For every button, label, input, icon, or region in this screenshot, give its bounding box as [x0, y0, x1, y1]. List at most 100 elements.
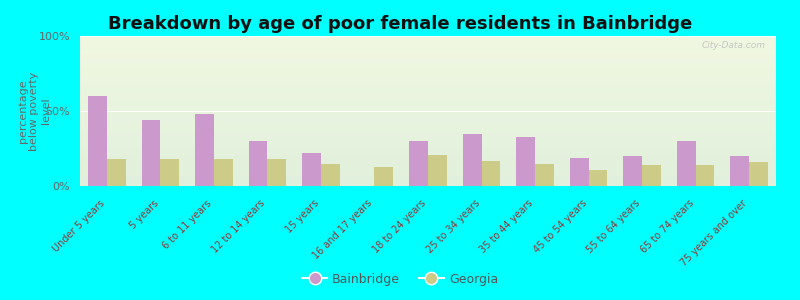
Bar — [462, 134, 482, 186]
Bar — [80, 112, 776, 114]
Bar — [142, 120, 160, 186]
Bar — [80, 99, 776, 100]
Bar — [410, 141, 428, 186]
Bar — [80, 118, 776, 120]
Text: 45 to 54 years: 45 to 54 years — [531, 198, 589, 255]
Bar — [80, 144, 776, 146]
Bar — [80, 116, 776, 117]
Bar — [80, 156, 776, 158]
Bar — [80, 68, 776, 69]
Bar — [80, 162, 776, 164]
Bar — [80, 90, 776, 92]
Bar — [80, 174, 776, 176]
Bar — [80, 63, 776, 64]
Bar — [80, 154, 776, 156]
Bar — [80, 122, 776, 123]
Bar — [80, 105, 776, 106]
Bar — [80, 159, 776, 160]
Bar — [80, 61, 776, 63]
Bar — [80, 148, 776, 150]
Bar — [535, 164, 554, 186]
Bar — [80, 36, 776, 38]
Bar — [570, 158, 589, 186]
Bar — [696, 165, 714, 186]
Bar — [80, 130, 776, 132]
Bar — [267, 159, 286, 186]
Bar — [80, 152, 776, 153]
Bar — [80, 93, 776, 94]
Bar — [80, 150, 776, 152]
Bar — [80, 169, 776, 171]
Bar — [80, 164, 776, 165]
Bar — [80, 66, 776, 68]
Bar — [80, 80, 776, 81]
Bar — [80, 135, 776, 136]
Text: 75 years and over: 75 years and over — [679, 198, 750, 268]
Bar — [80, 124, 776, 126]
Bar — [80, 103, 776, 105]
Bar — [80, 108, 776, 110]
Bar — [80, 84, 776, 86]
Text: 25 to 34 years: 25 to 34 years — [425, 198, 482, 255]
Bar — [80, 60, 776, 61]
Bar — [321, 164, 340, 186]
Bar — [80, 45, 776, 46]
Bar — [80, 92, 776, 93]
Bar — [80, 46, 776, 48]
Bar — [730, 156, 750, 186]
Bar — [80, 142, 776, 144]
Bar — [80, 167, 776, 168]
Bar — [80, 56, 776, 57]
Text: Under 5 years: Under 5 years — [51, 198, 106, 254]
Bar — [80, 70, 776, 72]
Bar — [80, 138, 776, 140]
Bar — [516, 136, 535, 186]
Bar — [80, 106, 776, 108]
Bar — [88, 96, 106, 186]
Bar — [106, 159, 126, 186]
Bar — [80, 75, 776, 76]
Bar — [80, 129, 776, 130]
Bar — [80, 110, 776, 111]
Bar — [80, 171, 776, 172]
Bar — [80, 172, 776, 174]
Text: Breakdown by age of poor female residents in Bainbridge: Breakdown by age of poor female resident… — [108, 15, 692, 33]
Bar — [214, 159, 233, 186]
Bar — [80, 176, 776, 177]
Bar — [80, 42, 776, 44]
Bar — [80, 182, 776, 183]
Bar — [80, 146, 776, 147]
Bar — [80, 98, 776, 99]
Bar — [80, 168, 776, 170]
Text: City-Data.com: City-Data.com — [702, 40, 766, 50]
Bar — [80, 128, 776, 129]
Bar — [642, 165, 661, 186]
Bar — [80, 40, 776, 42]
Bar — [482, 160, 500, 186]
Bar — [80, 183, 776, 184]
Bar — [80, 165, 776, 166]
Bar — [302, 153, 321, 186]
Bar — [80, 85, 776, 87]
Bar — [195, 114, 214, 186]
Bar — [677, 141, 696, 186]
Bar — [249, 141, 267, 186]
Text: 15 years: 15 years — [284, 198, 321, 235]
Bar — [80, 87, 776, 88]
Bar — [428, 154, 446, 186]
Bar — [80, 51, 776, 52]
Text: 12 to 14 years: 12 to 14 years — [210, 198, 267, 255]
Y-axis label: percentage
below poverty
level: percentage below poverty level — [18, 71, 51, 151]
Bar — [589, 169, 607, 186]
Bar — [80, 184, 776, 186]
Bar — [80, 44, 776, 45]
Bar — [80, 132, 776, 134]
Bar — [80, 57, 776, 58]
Bar — [374, 167, 394, 186]
Bar — [80, 50, 776, 51]
Text: 18 to 24 years: 18 to 24 years — [371, 198, 428, 255]
Bar — [80, 38, 776, 39]
Text: 6 to 11 years: 6 to 11 years — [162, 198, 214, 250]
Bar — [80, 134, 776, 135]
Bar — [80, 58, 776, 60]
